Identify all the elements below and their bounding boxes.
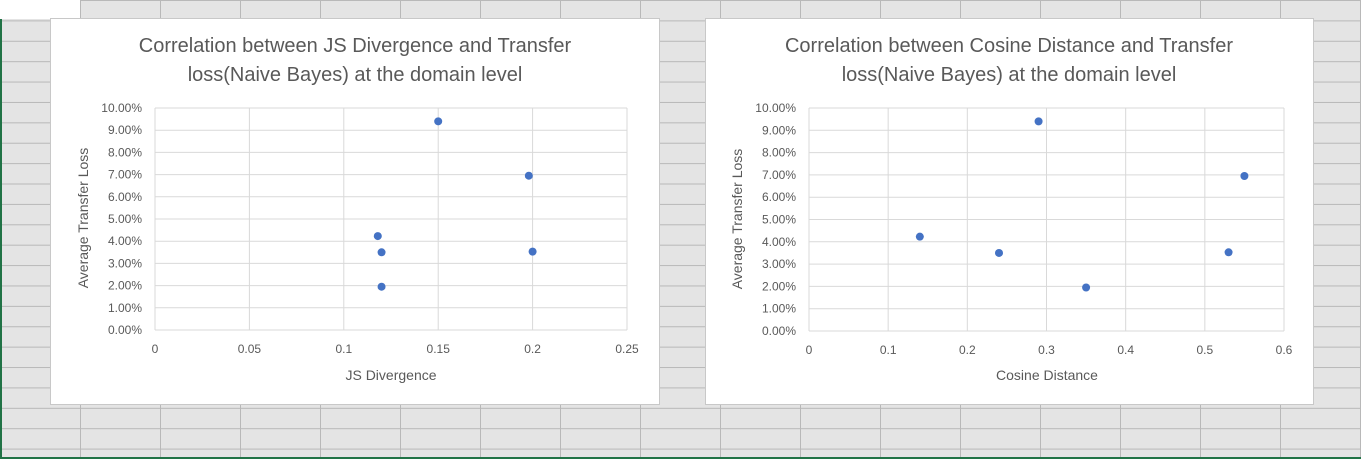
data-points — [915, 117, 1249, 292]
window-border-bottom — [0, 457, 1361, 459]
data-point — [524, 171, 533, 180]
chart-js-divergence-svg: Correlation between JS Divergence and Tr… — [75, 35, 639, 383]
x-tick-label: 0.2 — [959, 343, 976, 357]
y-tick-label: 3.00% — [762, 257, 796, 271]
window-border-left — [0, 19, 2, 457]
y-tick-label: 10.00% — [755, 101, 796, 115]
x-tick-label: 0.2 — [524, 342, 541, 356]
y-tick-label: 2.00% — [762, 279, 796, 293]
y-tick-label: 7.00% — [762, 168, 796, 182]
y-axis-label: Average Transfer Loss — [75, 148, 91, 289]
data-point — [915, 232, 924, 241]
y-axis-label: Average Transfer Loss — [729, 149, 745, 290]
data-point — [434, 117, 443, 126]
x-tick-labels: 0 0.05 0.1 0.15 0.2 0.25 — [152, 342, 639, 356]
x-tick-label: 0.25 — [615, 342, 639, 356]
x-tick-label: 0.3 — [1038, 343, 1055, 357]
chart-title-line-2: loss(Naive Bayes) at the domain level — [188, 64, 523, 86]
x-tick-label: 0.5 — [1196, 343, 1213, 357]
x-tick-label: 0 — [152, 342, 159, 356]
y-tick-label: 1.00% — [108, 301, 142, 315]
y-tick-label: 5.00% — [762, 213, 796, 227]
x-tick-labels: 0 0.1 0.2 0.3 0.4 0.5 0.6 — [806, 343, 1293, 357]
data-point — [995, 248, 1003, 257]
x-tick-label: 0.05 — [238, 342, 262, 356]
y-tick-label: 0.00% — [108, 323, 142, 337]
x-tick-label: 0.4 — [1117, 343, 1134, 357]
data-point — [1082, 283, 1091, 292]
y-tick-labels: 0.00% 1.00% 2.00% 3.00% 4.00% 5.00% 6.00% 7.00%… — [101, 101, 142, 337]
y-tick-label: 2.00% — [108, 279, 142, 293]
y-tick-label: 8.00% — [762, 146, 796, 160]
active-cell[interactable] — [0, 0, 81, 19]
x-tick-label: 0 — [806, 343, 813, 357]
data-point — [1240, 172, 1249, 181]
x-axis-label: JS Divergence — [345, 367, 436, 383]
chart-title-line-2: loss(Naive Bayes) at the domain level — [842, 64, 1177, 86]
chart-cosine-distance[interactable]: Correlation between Cosine Distance and … — [705, 18, 1314, 405]
y-tick-label: 1.00% — [762, 302, 796, 316]
data-points — [373, 117, 537, 291]
chart-js-divergence[interactable]: Correlation between JS Divergence and Tr… — [50, 18, 660, 405]
x-tick-label: 0.1 — [335, 342, 352, 356]
data-point — [373, 232, 382, 241]
y-tick-label: 6.00% — [762, 190, 796, 204]
data-point — [377, 282, 386, 291]
y-tick-label: 4.00% — [762, 235, 796, 249]
x-tick-label: 0.6 — [1276, 343, 1293, 357]
x-tick-label: 0.15 — [427, 342, 451, 356]
x-tick-label: 0.1 — [880, 343, 897, 357]
y-tick-label: 8.00% — [108, 145, 142, 159]
y-tick-label: 9.00% — [108, 123, 142, 137]
y-tick-label: 4.00% — [108, 234, 142, 248]
chart-title-line-1: Correlation between JS Divergence and Tr… — [139, 35, 572, 57]
y-tick-labels: 0.00% 1.00% 2.00% 3.00% 4.00% 5.00% 6.00% 7.00%… — [755, 101, 796, 338]
y-tick-label: 10.00% — [101, 101, 142, 115]
plot-gridlines — [808, 107, 1285, 332]
y-tick-label: 9.00% — [762, 123, 796, 137]
y-tick-label: 5.00% — [108, 212, 142, 226]
data-point — [1224, 248, 1233, 257]
chart-title-line-1: Correlation between Cosine Distance and … — [785, 35, 1233, 57]
y-tick-label: 7.00% — [108, 168, 142, 182]
y-tick-label: 6.00% — [108, 190, 142, 204]
chart-cosine-distance-svg: Correlation between Cosine Distance and … — [729, 35, 1293, 383]
data-point — [1034, 117, 1043, 126]
x-axis-label: Cosine Distance — [996, 367, 1098, 383]
data-point — [528, 247, 537, 256]
y-tick-label: 0.00% — [762, 324, 796, 338]
plot-gridlines — [154, 107, 628, 331]
y-tick-label: 3.00% — [108, 256, 142, 270]
data-point — [377, 248, 386, 257]
